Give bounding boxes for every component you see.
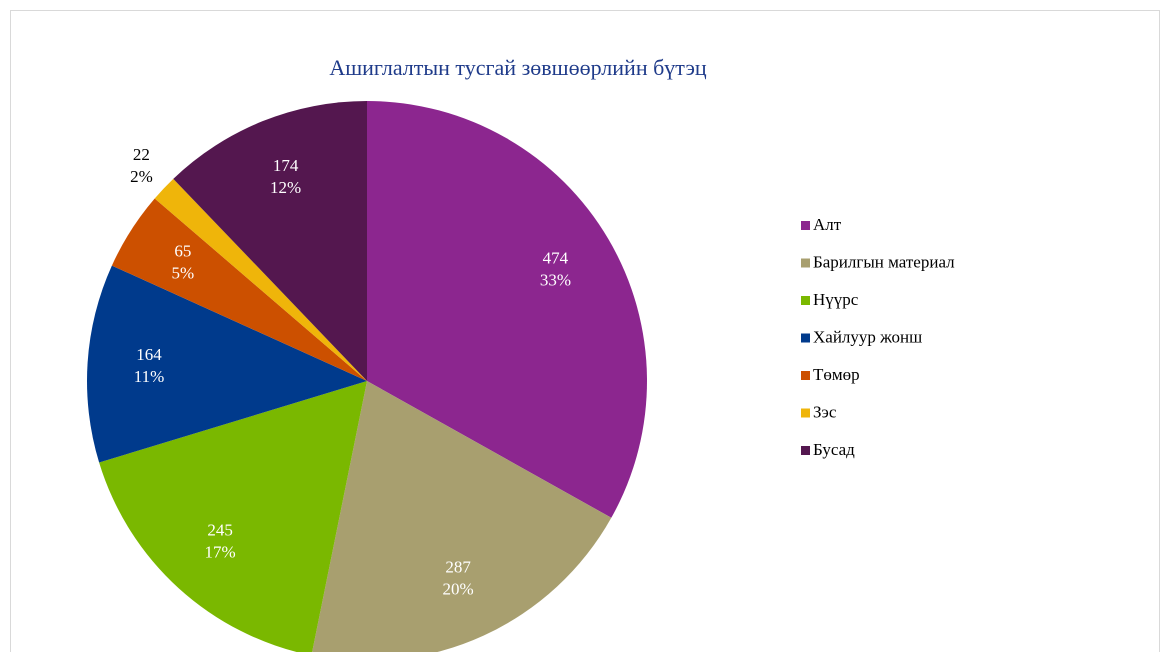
pie-slice [312,381,612,652]
data-label: 164 [136,345,162,364]
data-label: 174 [273,156,299,175]
legend-swatch [801,258,810,268]
data-label: 287 [445,557,471,576]
data-label: 65 [174,242,191,261]
data-label: 245 [207,521,233,540]
legend-label: Хайлуур жонш [813,327,922,346]
pie-slice [173,101,367,381]
legend-label: Зэс [813,402,837,421]
legend-label: Нүүрс [813,290,859,309]
chart-border [10,10,1160,652]
chart-title: Ашиглалтын тусгай зөвшөөрлийн бүтэц [329,55,707,80]
data-label: 22 [133,145,150,164]
legend-label: Алт [813,215,842,234]
data-label-percent: 2% [130,167,153,186]
data-label: 474 [543,248,569,267]
pie-slice [99,381,367,652]
pie-slice [111,198,367,381]
data-label-percent: 11% [134,367,165,386]
pie-slice [154,178,367,381]
data-label-percent: 5% [171,264,194,283]
data-label-percent: 20% [443,579,474,598]
data-label-percent: 17% [205,543,236,562]
data-label-percent: 33% [540,270,571,289]
legend-label: Барилгын материал [813,252,955,271]
data-label-percent: 12% [270,178,301,197]
legend-label: Төмөр [813,365,860,384]
legend-label: Бусад [813,440,855,459]
legend-swatch [801,296,810,305]
legend-swatch [801,446,810,455]
legend-swatch [801,221,810,230]
legend-swatch [801,371,810,380]
pie-slice [367,101,647,518]
legend-swatch [801,408,810,418]
pie-slice [86,265,367,463]
legend-swatch [801,333,810,343]
